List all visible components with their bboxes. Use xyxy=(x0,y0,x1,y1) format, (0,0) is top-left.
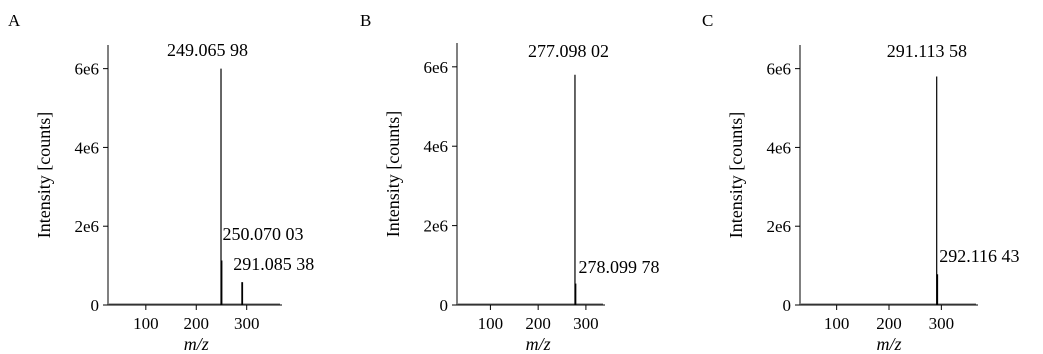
panel-a-x-tick-label: 200 xyxy=(184,314,210,333)
panel-b-y-tick-label: 6e6 xyxy=(423,58,448,77)
panel-b-x-tick-label: 200 xyxy=(525,314,551,333)
panel-b-x-tick-label: 300 xyxy=(573,314,599,333)
panel-c-y-tick-label: 4e6 xyxy=(766,138,791,157)
panel-c-label: C xyxy=(702,11,713,30)
panel-b-y-axis-title: Intensity [counts] xyxy=(383,111,403,237)
panel-c-y-tick-label: 0 xyxy=(783,296,792,315)
panel-a-y-tick-label: 2e6 xyxy=(74,217,99,236)
panel-a-x-axis-title: m/z xyxy=(184,334,209,354)
panel-a-x-tick-label: 300 xyxy=(234,314,260,333)
panel-a-peak-label-1: 249.065 98 xyxy=(167,40,248,60)
panel-b-peak-label-2: 278.099 78 xyxy=(578,257,659,277)
panel-a-x-tick-label: 100 xyxy=(133,314,159,333)
panel-c-peak-label-1: 291.113 58 xyxy=(887,41,967,61)
panel-b-y-tick-label: 0 xyxy=(440,296,449,315)
panel-a-y-axis-title: Intensity [counts] xyxy=(34,112,54,238)
panel-b-y-tick-label: 4e6 xyxy=(423,137,448,156)
panel-c-y-tick-label: 2e6 xyxy=(766,217,791,236)
panel-a-label: A xyxy=(8,11,21,30)
panel-b-y-tick-label: 2e6 xyxy=(423,217,448,236)
panel-c-peak-label-2: 292.116 43 xyxy=(939,246,1019,266)
panel-c-y-tick-label: 6e6 xyxy=(766,60,791,79)
panel-c-x-tick-label: 200 xyxy=(876,314,902,333)
panel-a-y-tick-label: 0 xyxy=(91,296,100,315)
panel-c-x-tick-label: 100 xyxy=(824,314,850,333)
panel-a-y-tick-label: 6e6 xyxy=(74,60,99,79)
panel-a-peak-label-3: 291.085 38 xyxy=(233,254,314,274)
panel-b-x-axis-title: m/z xyxy=(526,334,551,354)
panel-a-y-tick-label: 4e6 xyxy=(74,138,99,157)
panel-b-peak-label-1: 277.098 02 xyxy=(528,41,609,61)
panel-c-x-tick-label: 300 xyxy=(929,314,955,333)
panel-b-x-tick-label: 100 xyxy=(478,314,504,333)
panel-c-x-axis-title: m/z xyxy=(876,334,901,354)
panel-b-label: B xyxy=(360,11,371,30)
panel-c-y-axis-title: Intensity [counts] xyxy=(726,112,746,238)
panel-a-peak-label-2: 250.070 03 xyxy=(223,224,304,244)
